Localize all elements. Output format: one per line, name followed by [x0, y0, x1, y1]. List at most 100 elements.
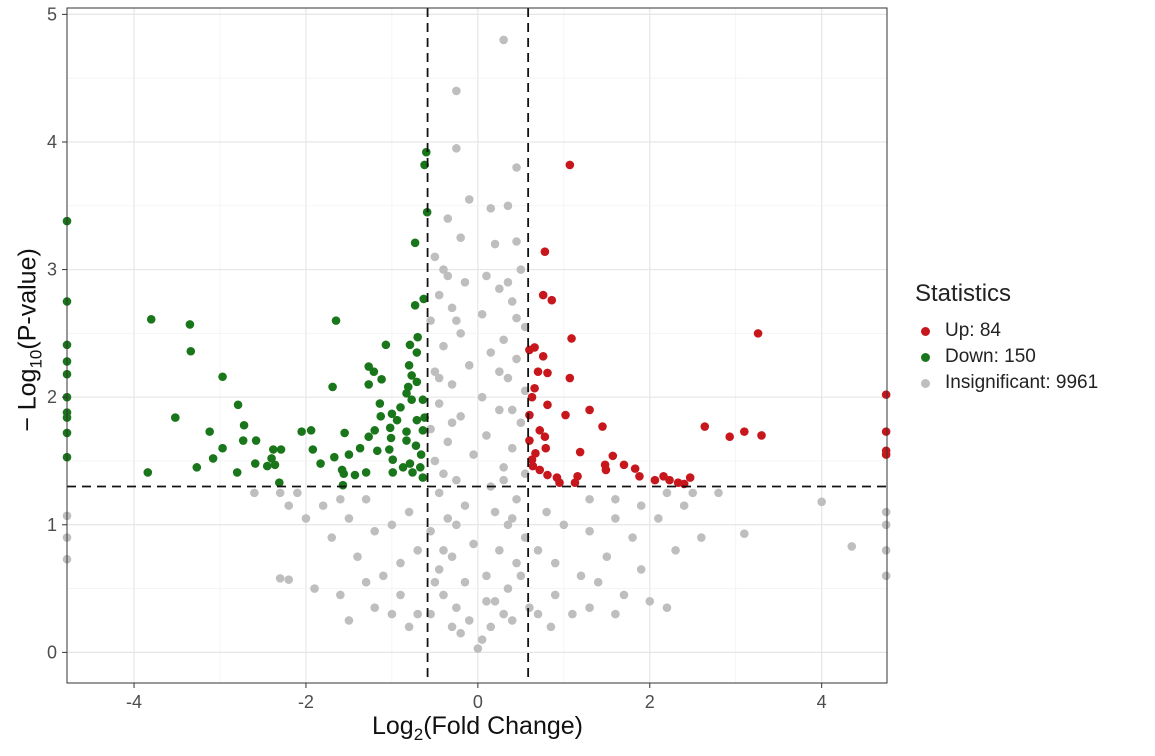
data-point [402, 427, 411, 436]
data-point [543, 368, 552, 378]
data-point [388, 468, 398, 477]
data-point [525, 410, 534, 420]
data-point [412, 415, 422, 425]
data-point [482, 597, 491, 606]
data-point [376, 412, 386, 421]
y-tick-label: 4 [47, 132, 57, 152]
data-point [538, 352, 548, 361]
data-point [469, 539, 478, 549]
data-point [452, 603, 461, 613]
data-point [439, 341, 448, 351]
legend-item-up: Up: 84 [915, 318, 1098, 344]
data-point [402, 436, 411, 445]
data-point [297, 427, 306, 436]
data-point [714, 488, 723, 498]
legend-dot-insignificant [921, 378, 930, 388]
data-point [316, 459, 325, 468]
data-point [486, 204, 496, 213]
data-point [598, 422, 607, 431]
data-point [232, 468, 242, 477]
data-point [443, 437, 453, 447]
data-point [460, 501, 470, 510]
data-point [275, 574, 285, 583]
data-point [381, 340, 391, 350]
data-point [340, 428, 349, 438]
data-point [412, 348, 422, 357]
data-point [543, 400, 552, 410]
data-point [386, 433, 396, 443]
data-point [495, 545, 504, 555]
data-point [418, 395, 428, 405]
data-point [611, 494, 620, 504]
data-point [516, 571, 526, 581]
x-tick-label: -4 [126, 692, 142, 712]
data-point [331, 316, 341, 325]
data-point [443, 514, 453, 523]
data-point [507, 616, 517, 625]
data-point [361, 494, 371, 504]
data-point [410, 238, 420, 248]
data-point [430, 456, 440, 466]
data-point [396, 558, 405, 568]
data-point [541, 443, 551, 453]
data-point [499, 475, 508, 485]
data-point [630, 464, 640, 473]
data-point [512, 354, 521, 364]
data-point [421, 147, 431, 157]
data-point [434, 565, 444, 574]
data-point [361, 577, 371, 587]
y-title-sub: 10 [26, 349, 46, 369]
data-point [528, 461, 538, 471]
data-point [464, 616, 474, 625]
data-point [499, 335, 508, 345]
data-point [753, 329, 763, 338]
data-point [456, 233, 465, 242]
data-point [561, 410, 570, 420]
data-point [535, 426, 545, 435]
data-point [665, 475, 674, 485]
data-point [881, 545, 891, 555]
data-point [881, 520, 891, 530]
data-point [507, 443, 517, 453]
data-point [430, 577, 440, 587]
legend-item-down: Down: 150 [915, 344, 1098, 370]
data-point [527, 392, 537, 402]
data-point [416, 450, 426, 459]
data-point [546, 622, 556, 632]
data-point [881, 390, 891, 399]
data-point [725, 432, 735, 442]
data-point [486, 348, 496, 357]
data-point [611, 609, 620, 619]
data-point [550, 558, 560, 568]
data-point [540, 247, 550, 257]
data-point [192, 463, 202, 472]
data-point [565, 373, 575, 383]
data-point [185, 320, 195, 329]
data-point [503, 520, 513, 530]
data-point [361, 468, 371, 477]
data-point [477, 392, 487, 402]
data-point [372, 446, 382, 456]
data-point [507, 514, 517, 523]
data-point [370, 426, 380, 435]
data-point [486, 622, 496, 632]
data-point [143, 468, 153, 477]
data-point [418, 473, 428, 482]
data-point [585, 603, 594, 613]
data-point [456, 628, 465, 638]
data-point [460, 278, 470, 287]
data-point [512, 558, 521, 568]
data-point [404, 360, 414, 370]
data-point [452, 316, 461, 325]
data-point [353, 552, 362, 561]
data-point [473, 644, 483, 653]
data-point [602, 552, 612, 561]
data-point [601, 465, 611, 475]
data-point [407, 395, 416, 405]
data-point [499, 609, 508, 619]
data-point [205, 427, 214, 436]
data-point [293, 488, 302, 498]
data-point [369, 367, 379, 376]
data-point [503, 373, 513, 383]
data-point [413, 609, 422, 619]
